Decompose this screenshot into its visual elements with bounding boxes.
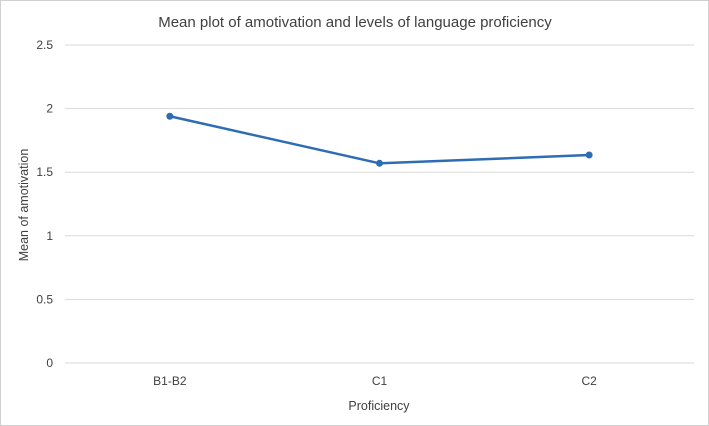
x-tick-label: B1-B2 xyxy=(153,374,187,388)
gridlines xyxy=(65,44,694,364)
x-axis-label: Proficiency xyxy=(348,399,410,413)
y-tick-label: 1 xyxy=(46,229,53,243)
y-tick-label: 2.5 xyxy=(36,38,53,52)
data-point xyxy=(376,159,383,167)
y-tick-label: 2 xyxy=(46,102,53,116)
x-axis-ticks: B1-B2 C1 C2 xyxy=(153,374,597,388)
data-point xyxy=(585,151,593,159)
data-point xyxy=(166,112,174,120)
y-axis-label: Mean of amotivation xyxy=(17,149,31,262)
y-tick-label: 0 xyxy=(46,356,53,370)
series-line xyxy=(168,114,591,165)
x-tick-label: C1 xyxy=(372,374,388,388)
y-axis-ticks: 0 0.5 1 1.5 2 2.5 xyxy=(36,38,53,370)
x-tick-label: C2 xyxy=(581,374,597,388)
y-tick-label: 1.5 xyxy=(36,165,53,179)
chart-title: Mean plot of amotivation and levels of l… xyxy=(158,14,552,31)
y-tick-label: 0.5 xyxy=(36,292,53,306)
series-layer xyxy=(166,112,593,167)
